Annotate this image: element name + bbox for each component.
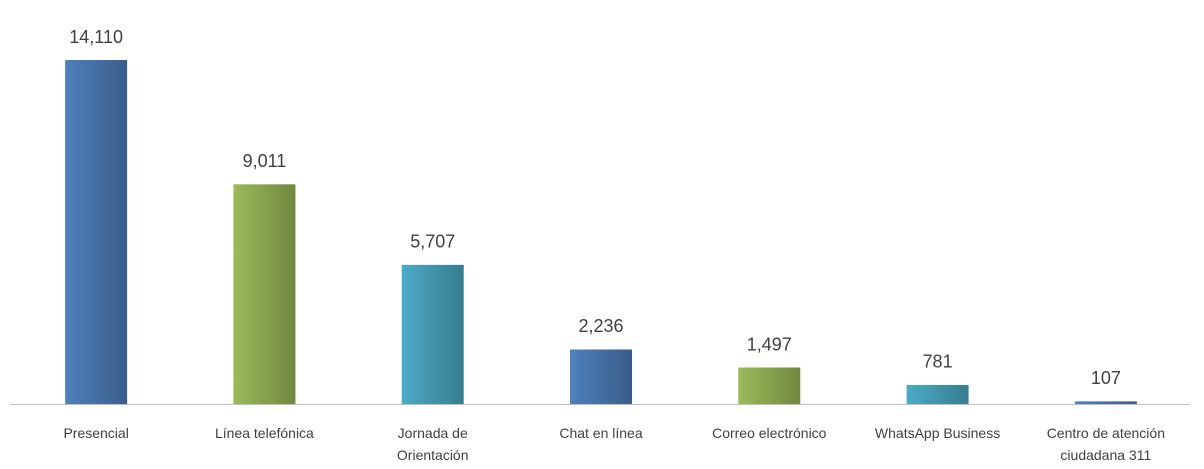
value-label: 9,011 — [243, 151, 287, 171]
value-label: 14,110 — [69, 27, 123, 47]
bar — [570, 349, 632, 404]
x-tick-label: Línea telefónica — [214, 425, 314, 441]
bar — [401, 264, 464, 404]
value-label: 5,707 — [410, 232, 455, 252]
x-tick-label: WhatsApp Business — [874, 425, 1001, 441]
x-tick-label: Centro de atención ciudadana 311 — [1046, 425, 1165, 463]
bar — [233, 184, 296, 404]
x-tick-label: Presencial — [63, 425, 129, 441]
value-label: 1,497 — [747, 334, 792, 354]
bar — [65, 60, 128, 404]
bar — [906, 384, 969, 404]
value-label: 781 — [923, 352, 953, 372]
x-tick-label: Correo electrónico — [712, 425, 827, 441]
value-label: 107 — [1091, 368, 1121, 388]
x-tick-label: Chat en línea — [559, 425, 643, 441]
bar — [1074, 401, 1137, 404]
x-tick-label: Jornada de Orientación — [396, 425, 469, 463]
bar — [738, 367, 801, 404]
value-label: 2,236 — [578, 316, 623, 336]
